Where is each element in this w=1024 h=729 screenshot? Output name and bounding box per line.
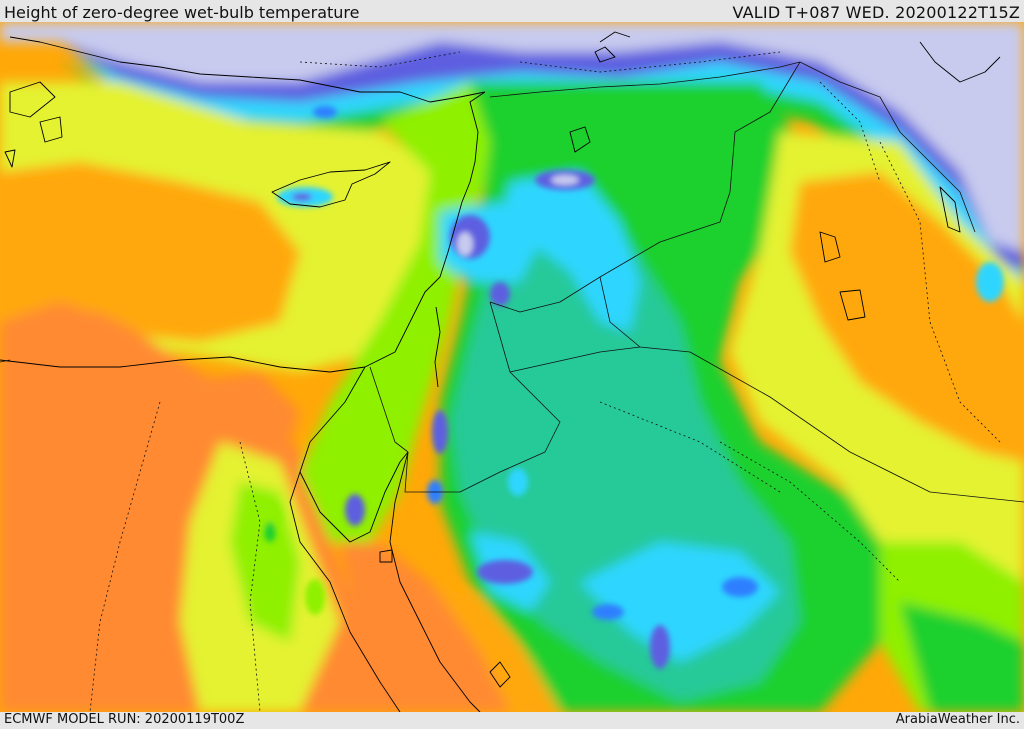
model-run-label: ECMWF MODEL RUN: 20200119T00Z [4, 712, 245, 727]
credit-label: ArabiaWeather Inc. [895, 712, 1020, 727]
field-detail [258, 106, 1004, 669]
valid-time: VALID T+087 WED. 20200122T15Z [732, 3, 1020, 22]
map-canvas [0, 22, 1024, 712]
map-footer: ECMWF MODEL RUN: 20200119T00Z ArabiaWeat… [0, 712, 1024, 729]
map-title: Height of zero-degree wet-bulb temperatu… [4, 3, 360, 22]
country-borders [0, 51, 1024, 712]
coastlines [0, 31, 1001, 712]
forecast-map [0, 22, 1024, 712]
map-header: Height of zero-degree wet-bulb temperatu… [0, 0, 1024, 22]
field-layers [0, 22, 1024, 712]
